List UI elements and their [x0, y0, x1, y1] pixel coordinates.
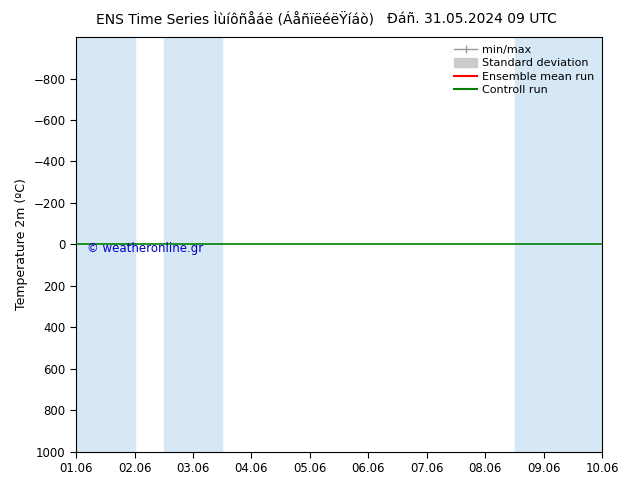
Y-axis label: Temperature 2m (ºC): Temperature 2m (ºC) [15, 178, 28, 310]
Bar [76, 37, 134, 452]
Legend: min/max, Standard deviation, Ensemble mean run, Controll run: min/max, Standard deviation, Ensemble me… [450, 40, 599, 100]
Text: Đáñ. 31.05.2024 09 UTC: Đáñ. 31.05.2024 09 UTC [387, 12, 557, 26]
Bar [573, 37, 602, 452]
Bar [164, 37, 223, 452]
Text: ENS Time Series Ìùíôñåáë (ÁåñïëéëŸíáò): ENS Time Series Ìùíôñåáë (ÁåñïëéëŸíáò) [96, 12, 373, 27]
Bar [515, 37, 573, 452]
Text: © weatheronline.gr: © weatheronline.gr [87, 242, 203, 255]
